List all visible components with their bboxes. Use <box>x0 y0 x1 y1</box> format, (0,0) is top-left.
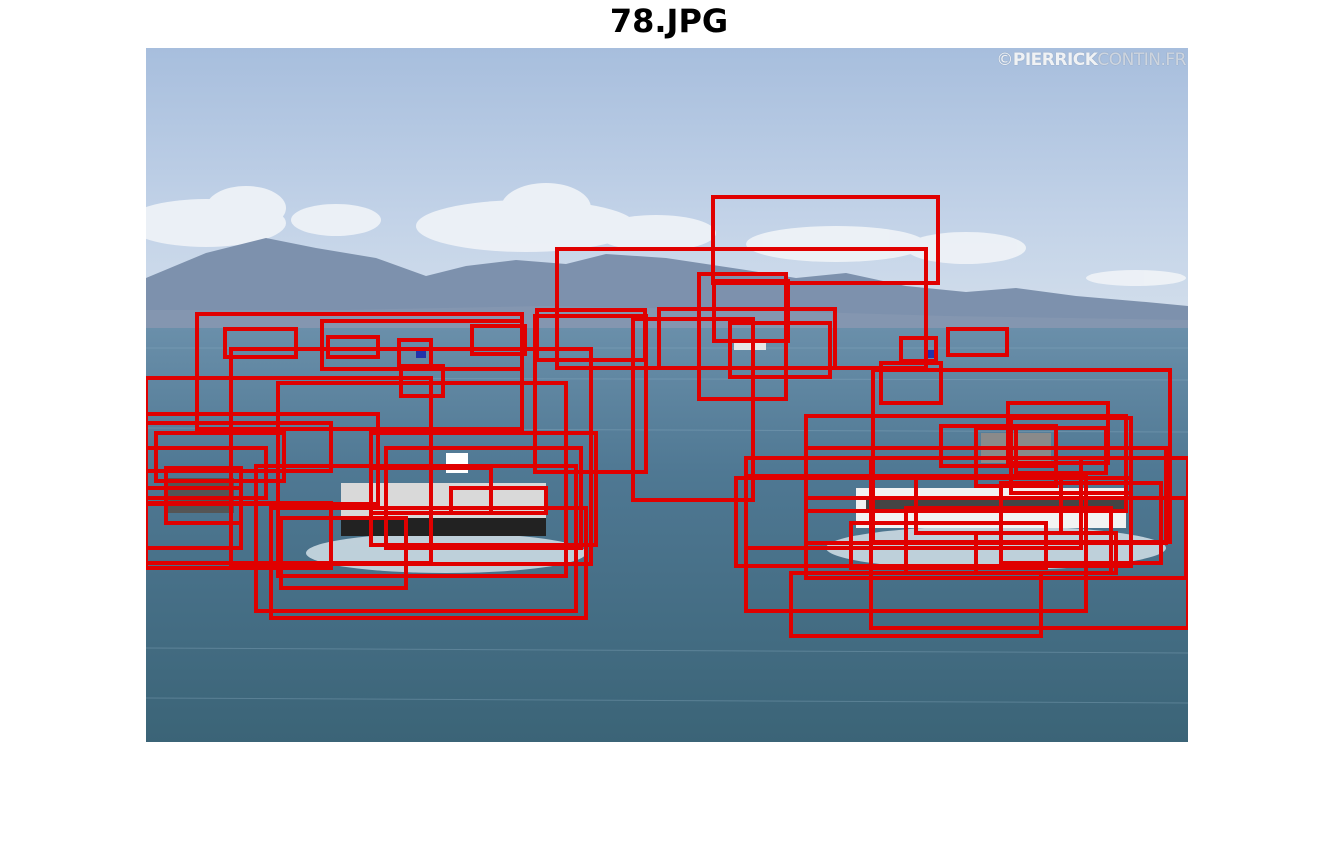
boat-distant <box>416 340 934 358</box>
watermark-bold: PIERRICK <box>1012 50 1098 70</box>
watermark-rest: CONTIN.FR <box>1097 50 1186 70</box>
photo <box>146 48 1188 742</box>
figure-title: 78.JPG <box>609 2 729 40</box>
detection-boxes <box>146 195 1188 638</box>
clouds <box>146 183 1186 286</box>
photo-watermark: ©PIERRICKCONTIN.FR <box>966 50 1186 70</box>
watermark-prefix: © <box>996 50 1013 70</box>
boat-small-left <box>164 478 234 513</box>
